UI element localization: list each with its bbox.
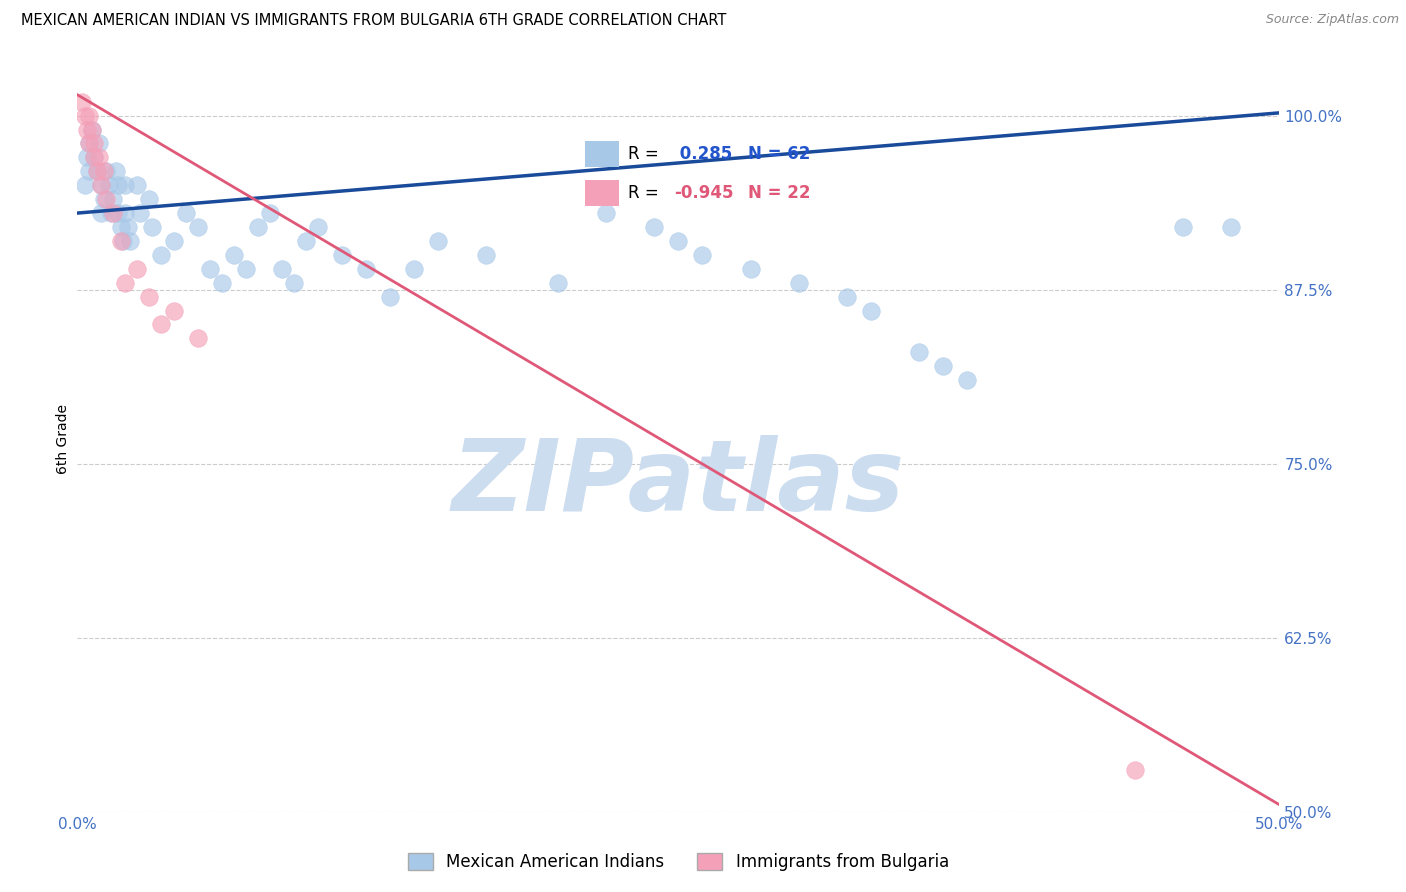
Point bbox=[83, 136, 105, 151]
Point bbox=[740, 261, 762, 276]
Point bbox=[97, 178, 120, 193]
Y-axis label: 6th Grade: 6th Grade bbox=[56, 404, 70, 475]
Point bbox=[1220, 219, 1243, 234]
Point bbox=[93, 164, 115, 178]
Point bbox=[668, 234, 690, 248]
Point bbox=[80, 122, 103, 136]
Point bbox=[138, 290, 160, 304]
Point bbox=[114, 206, 136, 220]
Point bbox=[70, 95, 93, 109]
Point bbox=[402, 261, 425, 276]
Point bbox=[235, 261, 257, 276]
Text: ZIPatlas: ZIPatlas bbox=[451, 435, 905, 533]
Point bbox=[87, 136, 110, 151]
Point bbox=[103, 206, 125, 220]
Text: MEXICAN AMERICAN INDIAN VS IMMIGRANTS FROM BULGARIA 6TH GRADE CORRELATION CHART: MEXICAN AMERICAN INDIAN VS IMMIGRANTS FR… bbox=[21, 13, 727, 29]
Point bbox=[595, 206, 617, 220]
Text: -0.945: -0.945 bbox=[675, 184, 734, 202]
Point bbox=[107, 206, 129, 220]
Point bbox=[127, 261, 149, 276]
Point bbox=[79, 109, 101, 123]
Point bbox=[80, 122, 103, 136]
Point bbox=[76, 150, 98, 164]
Point bbox=[246, 219, 269, 234]
Point bbox=[643, 219, 665, 234]
Point bbox=[104, 164, 127, 178]
Point bbox=[547, 276, 569, 290]
Point bbox=[330, 248, 353, 262]
Legend: Mexican American Indians, Immigrants from Bulgaria: Mexican American Indians, Immigrants fro… bbox=[401, 847, 956, 878]
Text: 0.285: 0.285 bbox=[675, 145, 733, 163]
Text: N = 62: N = 62 bbox=[748, 145, 810, 163]
Point bbox=[259, 206, 281, 220]
Point bbox=[294, 234, 316, 248]
Point bbox=[93, 192, 115, 206]
Point bbox=[908, 345, 931, 359]
Point bbox=[90, 178, 112, 193]
Point bbox=[150, 318, 173, 332]
Point bbox=[162, 303, 184, 318]
Text: N = 22: N = 22 bbox=[748, 184, 810, 202]
Point bbox=[956, 373, 979, 387]
Point bbox=[174, 206, 197, 220]
Point bbox=[1123, 763, 1146, 777]
Point bbox=[162, 234, 184, 248]
Point bbox=[138, 192, 160, 206]
Text: R =: R = bbox=[628, 145, 664, 163]
Point bbox=[186, 219, 209, 234]
Point bbox=[120, 234, 142, 248]
Point bbox=[83, 150, 105, 164]
Bar bbox=[585, 180, 619, 205]
Point bbox=[117, 219, 139, 234]
Point bbox=[90, 178, 112, 193]
Point bbox=[859, 303, 882, 318]
Point bbox=[114, 178, 136, 193]
Point bbox=[110, 234, 132, 248]
Point bbox=[1173, 219, 1195, 234]
Point bbox=[186, 331, 209, 345]
Point bbox=[110, 219, 132, 234]
Point bbox=[692, 248, 714, 262]
Point bbox=[787, 276, 810, 290]
Point bbox=[222, 248, 245, 262]
Point bbox=[96, 192, 118, 206]
Point bbox=[96, 164, 118, 178]
Text: R =: R = bbox=[628, 184, 664, 202]
Point bbox=[378, 290, 401, 304]
Point bbox=[932, 359, 955, 374]
Text: Source: ZipAtlas.com: Source: ZipAtlas.com bbox=[1265, 13, 1399, 27]
Point bbox=[79, 136, 101, 151]
Point bbox=[100, 206, 122, 220]
Bar bbox=[585, 141, 619, 167]
Point bbox=[270, 261, 292, 276]
Point bbox=[114, 276, 136, 290]
Point bbox=[198, 261, 221, 276]
Point bbox=[83, 150, 105, 164]
Point bbox=[475, 248, 498, 262]
Point bbox=[86, 164, 108, 178]
Point bbox=[141, 219, 163, 234]
Point bbox=[354, 261, 377, 276]
Point bbox=[90, 206, 112, 220]
Point bbox=[283, 276, 305, 290]
Point bbox=[111, 234, 134, 248]
Point bbox=[103, 192, 125, 206]
Point bbox=[76, 122, 98, 136]
Point bbox=[79, 164, 101, 178]
Point bbox=[211, 276, 233, 290]
Point bbox=[307, 219, 329, 234]
Point bbox=[427, 234, 450, 248]
Point bbox=[87, 150, 110, 164]
Point bbox=[835, 290, 858, 304]
Point bbox=[73, 109, 96, 123]
Point bbox=[107, 178, 129, 193]
Point bbox=[86, 164, 108, 178]
Point bbox=[73, 178, 96, 193]
Point bbox=[79, 136, 101, 151]
Point bbox=[150, 248, 173, 262]
Point bbox=[127, 178, 149, 193]
Point bbox=[128, 206, 150, 220]
